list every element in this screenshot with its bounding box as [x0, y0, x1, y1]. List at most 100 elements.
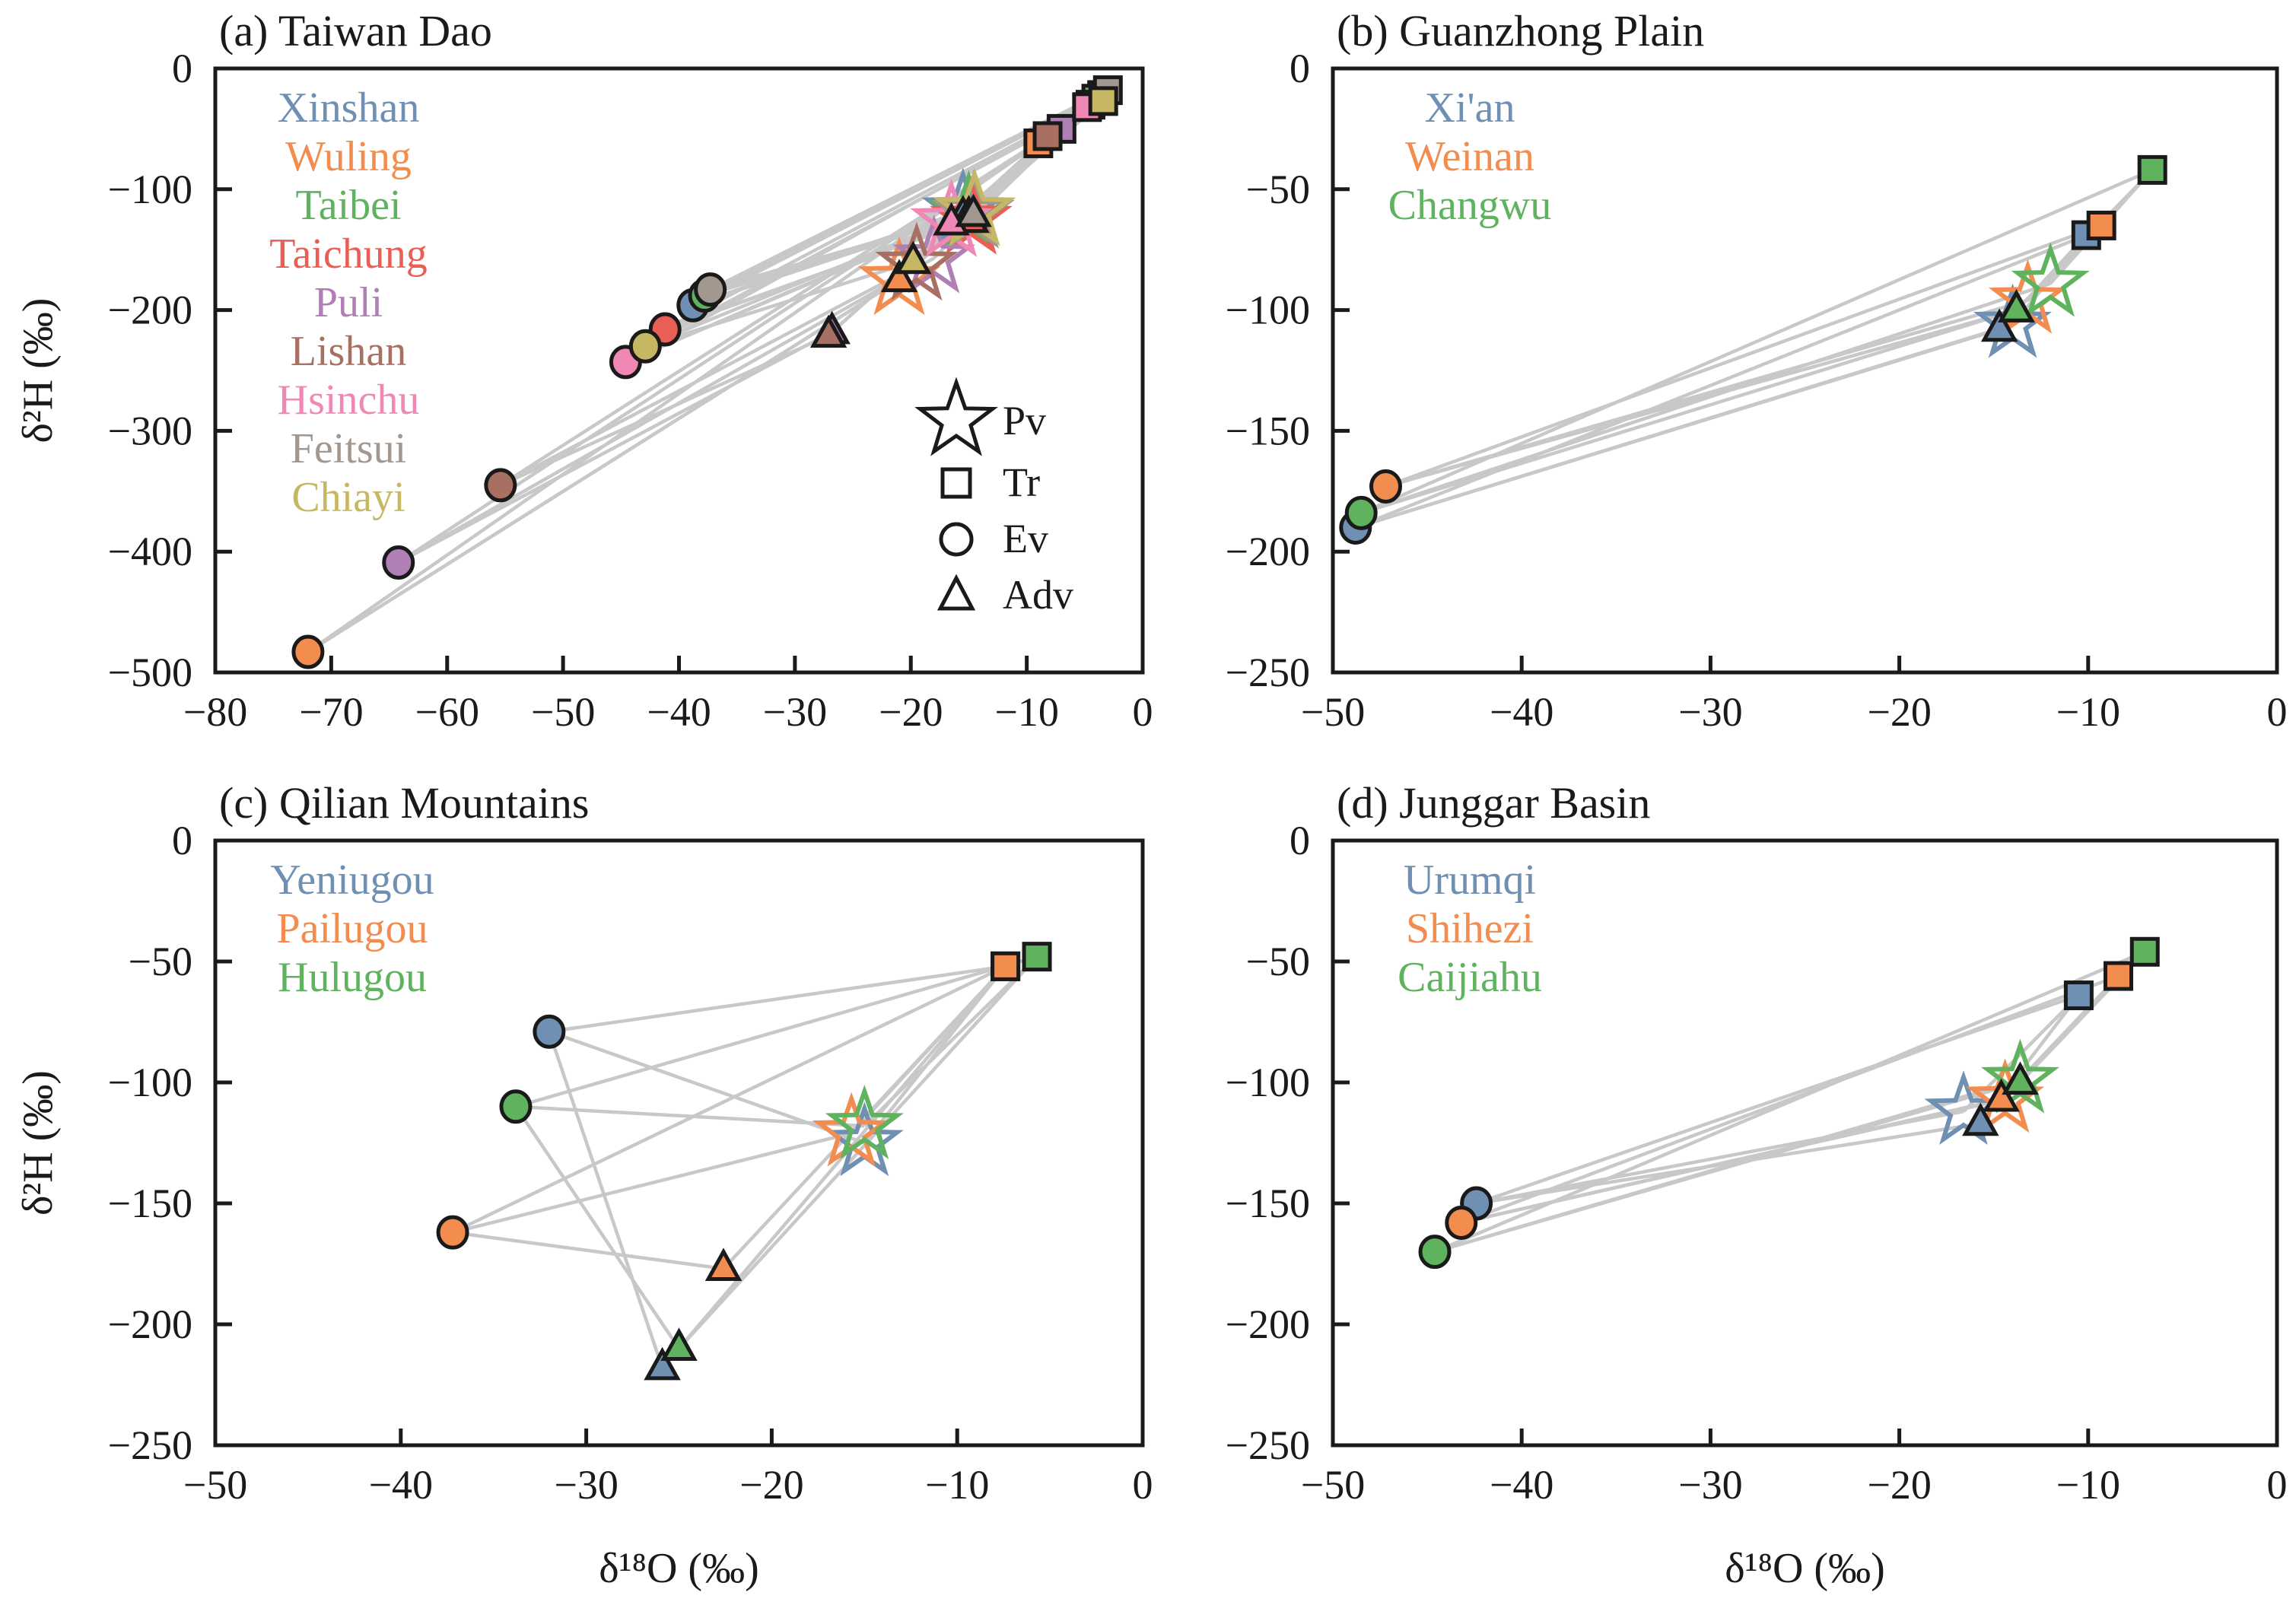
connector-line [1434, 950, 2146, 1254]
x-tick-label: −50 [1301, 1462, 1365, 1508]
panel-title: (d) Junggar Basin [1337, 778, 1650, 828]
legend-label-ev: Ev [1003, 516, 1048, 561]
x-tick-label: −50 [183, 1462, 247, 1508]
point-ev-lishan [484, 468, 517, 503]
legend-star-icon [914, 377, 998, 456]
y-tick-label: 0 [172, 818, 192, 863]
legend-triangle-icon [937, 574, 976, 611]
y-tick-label: 0 [1290, 46, 1310, 91]
x-tick-label: −40 [1490, 689, 1553, 735]
y-tick-label: −100 [1226, 288, 1310, 333]
connector-line [515, 955, 1038, 1108]
legend-label-tr: Tr [1003, 459, 1040, 505]
x-tick-label: −10 [2056, 1462, 2120, 1508]
point-tr-lishan [1032, 121, 1063, 151]
point-adv-pailugou [704, 1247, 743, 1282]
point-ev-caijiahu [1418, 1235, 1452, 1270]
point-ev-pailugou [436, 1215, 469, 1250]
legend-site-puli: Puli [314, 279, 383, 326]
y-tick-label: −50 [129, 939, 192, 984]
x-tick-label: −70 [299, 689, 363, 735]
x-tick-label: −40 [369, 1462, 433, 1508]
y-tick-label: −250 [1226, 650, 1310, 695]
connector-line [307, 278, 901, 653]
y-tick-label: −150 [1226, 408, 1310, 453]
point-ev-feitsui [694, 272, 727, 307]
point-ev-puli [382, 545, 415, 580]
legend-site-taichung: Taichung [269, 230, 428, 278]
point-ev-wuling [291, 634, 325, 669]
connector-line [1354, 234, 2088, 529]
legend-site-chiayi: Chiayi [291, 474, 405, 521]
y-tick-label: −100 [108, 167, 192, 212]
y-tick-label: −50 [1246, 939, 1310, 984]
connector-line [1460, 974, 2120, 1225]
legend-site-weinan: Weinan [1405, 133, 1534, 180]
connector-line [664, 103, 1092, 331]
point-ev-changwu [1344, 495, 1378, 530]
connector-line [863, 955, 1038, 1127]
legend-site-xian: Xi'an [1425, 84, 1515, 132]
point-adv-xian [1980, 308, 2018, 342]
x-tick-label: −10 [925, 1462, 989, 1508]
point-pv-puli [892, 215, 976, 294]
y-axis-title: δ²H (‰) [14, 1070, 62, 1216]
panel-d: (d) Junggar Basin−50 −40 −30 −20 −10 00−50−10… [1226, 778, 2288, 1592]
point-adv-hulugou [660, 1327, 698, 1361]
y-tick-label: −250 [108, 1422, 192, 1468]
point-pv-hulugou [825, 1085, 904, 1159]
point-adv-wuling [880, 259, 918, 293]
y-tick-label: −200 [108, 288, 192, 333]
point-adv-yeniugou [644, 1346, 681, 1381]
point-adv-caijiahu [2002, 1061, 2039, 1095]
x-tick-label: −30 [1678, 689, 1742, 735]
x-tick-label: −40 [647, 689, 711, 735]
connector-line [722, 965, 1007, 1270]
point-tr-chiayi [1088, 86, 1118, 116]
point-adv-lishan [809, 314, 847, 348]
connector-line [499, 333, 829, 487]
y-tick-label: −150 [1226, 1181, 1310, 1226]
connector-line [1385, 224, 2102, 488]
panel-title: (b) Guanzhong Plain [1337, 6, 1704, 56]
legend-site-yeniugou: Yeniugou [270, 857, 434, 904]
x-tick-label: −30 [763, 689, 827, 735]
connector-line [515, 1104, 865, 1128]
y-tick-label: −400 [108, 529, 192, 574]
point-adv-chiayi [895, 240, 932, 275]
legend-site-wuling: Wuling [285, 133, 412, 180]
x-tick-label: 0 [2267, 1462, 2288, 1508]
point-pv-lishan [875, 221, 959, 301]
x-tick-label: 0 [2267, 689, 2288, 735]
y-tick-label: −500 [108, 650, 192, 695]
connector-line [452, 1131, 852, 1235]
y-tick-label: −150 [108, 1181, 192, 1226]
legend-site-hsinchu: Hsinchu [278, 377, 420, 424]
connector-line [514, 1105, 681, 1350]
legend-label-pv: Pv [1003, 398, 1046, 443]
point-ev-weinan [1369, 469, 1402, 504]
legend-site-lishan: Lishan [291, 328, 406, 375]
plot-frame [213, 838, 1145, 1448]
point-ev-shihezi [1445, 1205, 1478, 1240]
x-axis-title: δ¹⁸O (‰) [599, 1545, 758, 1592]
y-tick-label: −200 [108, 1301, 192, 1347]
legend-site-urumqi: Urumqi [1404, 857, 1536, 904]
point-tr-urumqi [2063, 980, 2094, 1011]
point-adv-urumqi [1962, 1102, 1999, 1136]
connector-line [1434, 1080, 2021, 1254]
connector-line [1360, 308, 2018, 515]
marker-legend: Pv Tr Ev Adv [914, 377, 1073, 618]
connector-line [1360, 168, 2154, 515]
point-adv-shihezi [1983, 1078, 2020, 1112]
x-tick-label: −30 [1678, 1462, 1742, 1508]
plot-frame [1331, 838, 2279, 1448]
panel-a: (a) Taiwan Dao−80 −70 −60 −50 −40 −30 −20 −10 00… [14, 6, 1153, 735]
x-tick-label: −20 [1867, 1462, 1931, 1508]
point-ev-chiayi [628, 329, 662, 364]
x-tick-label: −80 [183, 689, 247, 735]
x-tick-label: −10 [994, 689, 1058, 735]
plot-frame [1331, 66, 2279, 675]
legend-site-pailugou: Pailugou [276, 905, 428, 952]
